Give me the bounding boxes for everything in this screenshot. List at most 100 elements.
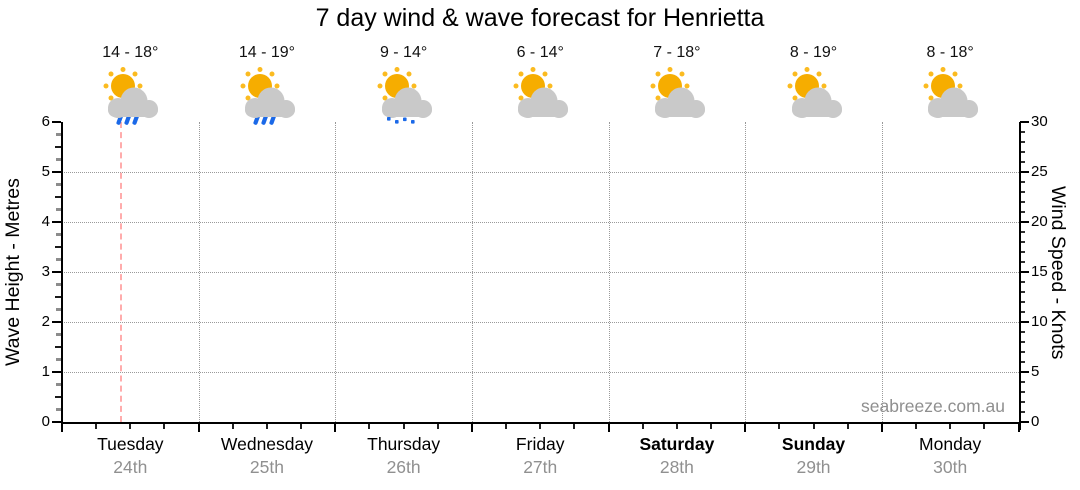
bottom-axis-line: [60, 422, 1021, 424]
sun-cloud-icon: [782, 67, 846, 127]
x-axis-major-tick: [334, 423, 337, 432]
left-axis-major-tick: [52, 171, 61, 173]
x-axis-minor-tick: [812, 423, 815, 429]
right-axis-tick-label: 25: [1031, 163, 1048, 180]
v-gridline: [198, 122, 200, 422]
h-gridline: [62, 371, 1019, 373]
x-axis-major-tick: [744, 423, 747, 432]
left-axis-minor-tick: [56, 258, 61, 261]
day-date: 29th: [796, 457, 831, 477]
right-axis-tick-label: 5: [1031, 363, 1040, 380]
x-axis-minor-tick: [265, 423, 268, 429]
x-axis-minor-tick: [675, 423, 678, 429]
x-axis-minor-tick: [983, 423, 986, 429]
day-column-monday: 8 - 18° Monday 30th: [882, 0, 1019, 490]
right-axis-minor-tick: [1019, 331, 1025, 333]
x-axis-major-tick: [607, 423, 610, 432]
left-axis-half-tick: [55, 396, 61, 398]
right-axis-major-tick: [1019, 121, 1029, 123]
left-axis-half-tick: [55, 146, 61, 148]
temperature-range: 9 - 14°: [379, 44, 428, 61]
day-name: Wednesday: [220, 434, 314, 454]
right-axis-minor-tick: [1019, 301, 1025, 303]
left-axis-major-tick: [52, 271, 61, 273]
x-axis-minor-tick: [402, 423, 405, 429]
right-axis-major-tick: [1019, 271, 1029, 273]
right-axis-minor-tick: [1019, 291, 1025, 293]
right-axis-major-tick: [1019, 371, 1029, 373]
day-name: Thursday: [367, 434, 441, 454]
sun-cloud-icon: [645, 67, 709, 127]
day-name: Sunday: [781, 434, 846, 454]
right-axis-major-tick: [1019, 421, 1029, 423]
x-axis-minor-tick: [163, 423, 166, 429]
right-axis-minor-tick: [1019, 361, 1025, 363]
h-gridline: [62, 321, 1019, 323]
right-axis-minor-tick: [1019, 161, 1025, 163]
day-date: 24th: [113, 457, 148, 477]
current-time-marker: [120, 122, 123, 422]
h-gridline: [62, 221, 1019, 223]
right-axis-minor-tick: [1019, 351, 1025, 353]
sun-cloud-rain-icon: [98, 67, 162, 127]
right-axis-major-tick: [1019, 321, 1029, 323]
left-axis-minor-tick: [56, 233, 61, 236]
v-gridline: [335, 122, 337, 422]
x-axis-minor-tick: [915, 423, 918, 429]
day-column-wednesday: 14 - 19° Wednesday 25th: [199, 0, 336, 490]
right-axis-tick-label: 30: [1031, 113, 1048, 130]
left-axis-tick-label: 0: [41, 413, 50, 430]
right-axis-minor-tick: [1019, 311, 1025, 313]
left-axis-major-tick: [52, 221, 61, 223]
right-axis-line: [1018, 122, 1021, 430]
x-axis-major-tick: [880, 423, 883, 432]
temperature-range: 7 - 18°: [653, 44, 701, 61]
day-date: 25th: [249, 457, 284, 477]
x-axis-minor-tick: [778, 423, 781, 429]
right-axis-minor-tick: [1019, 281, 1025, 283]
x-axis-minor-tick: [846, 423, 849, 429]
day-date: 27th: [523, 457, 558, 477]
day-name: Monday: [919, 434, 982, 454]
left-axis-minor-tick: [56, 308, 61, 311]
x-axis-minor-tick: [573, 423, 576, 429]
left-axis-minor-tick: [56, 383, 61, 386]
left-axis-minor-tick: [56, 208, 61, 211]
left-axis-major-tick: [52, 421, 61, 423]
chart-title: 7 day wind & wave forecast for Henrietta: [315, 4, 765, 32]
left-axis-half-tick: [55, 246, 61, 248]
left-axis-major-tick: [52, 371, 61, 373]
left-axis-tick-label: 2: [41, 313, 50, 330]
right-axis-tick-label: 0: [1031, 413, 1040, 430]
x-axis-minor-tick: [539, 423, 542, 429]
x-axis-minor-tick: [641, 423, 644, 429]
h-gridline: [62, 171, 1019, 173]
day-column-friday: 6 - 14° Friday 27th: [472, 0, 609, 490]
left-axis-tick-label: 4: [41, 213, 50, 230]
right-axis-minor-tick: [1019, 191, 1025, 193]
right-axis-minor-tick: [1019, 381, 1025, 383]
right-axis-minor-tick: [1019, 151, 1025, 153]
v-gridline: [881, 122, 883, 422]
left-axis-minor-tick: [56, 358, 61, 361]
day-column-thursday: 9 - 14° Thursday 26th: [335, 0, 472, 490]
temperature-range: 8 - 18°: [926, 44, 974, 61]
day-date: 26th: [386, 457, 421, 477]
right-axis-minor-tick: [1019, 261, 1025, 263]
right-axis-minor-tick: [1019, 181, 1025, 183]
left-axis-minor-tick: [56, 183, 61, 186]
day-column-tuesday: 14 - 18° Tuesday 24th: [62, 0, 199, 490]
day-name: Saturday: [639, 434, 715, 454]
x-axis-minor-tick: [300, 423, 303, 429]
x-axis-minor-tick: [129, 423, 132, 429]
right-axis-major-tick: [1019, 171, 1029, 173]
right-axis-major-tick: [1019, 221, 1029, 223]
right-axis-minor-tick: [1019, 411, 1025, 413]
x-axis-major-tick: [197, 423, 200, 432]
day-date: 28th: [659, 457, 694, 477]
watermark: seabreeze.com.au: [861, 396, 1005, 416]
left-axis-line: [60, 122, 63, 430]
right-axis-minor-tick: [1019, 141, 1025, 143]
v-gridline: [608, 122, 610, 422]
